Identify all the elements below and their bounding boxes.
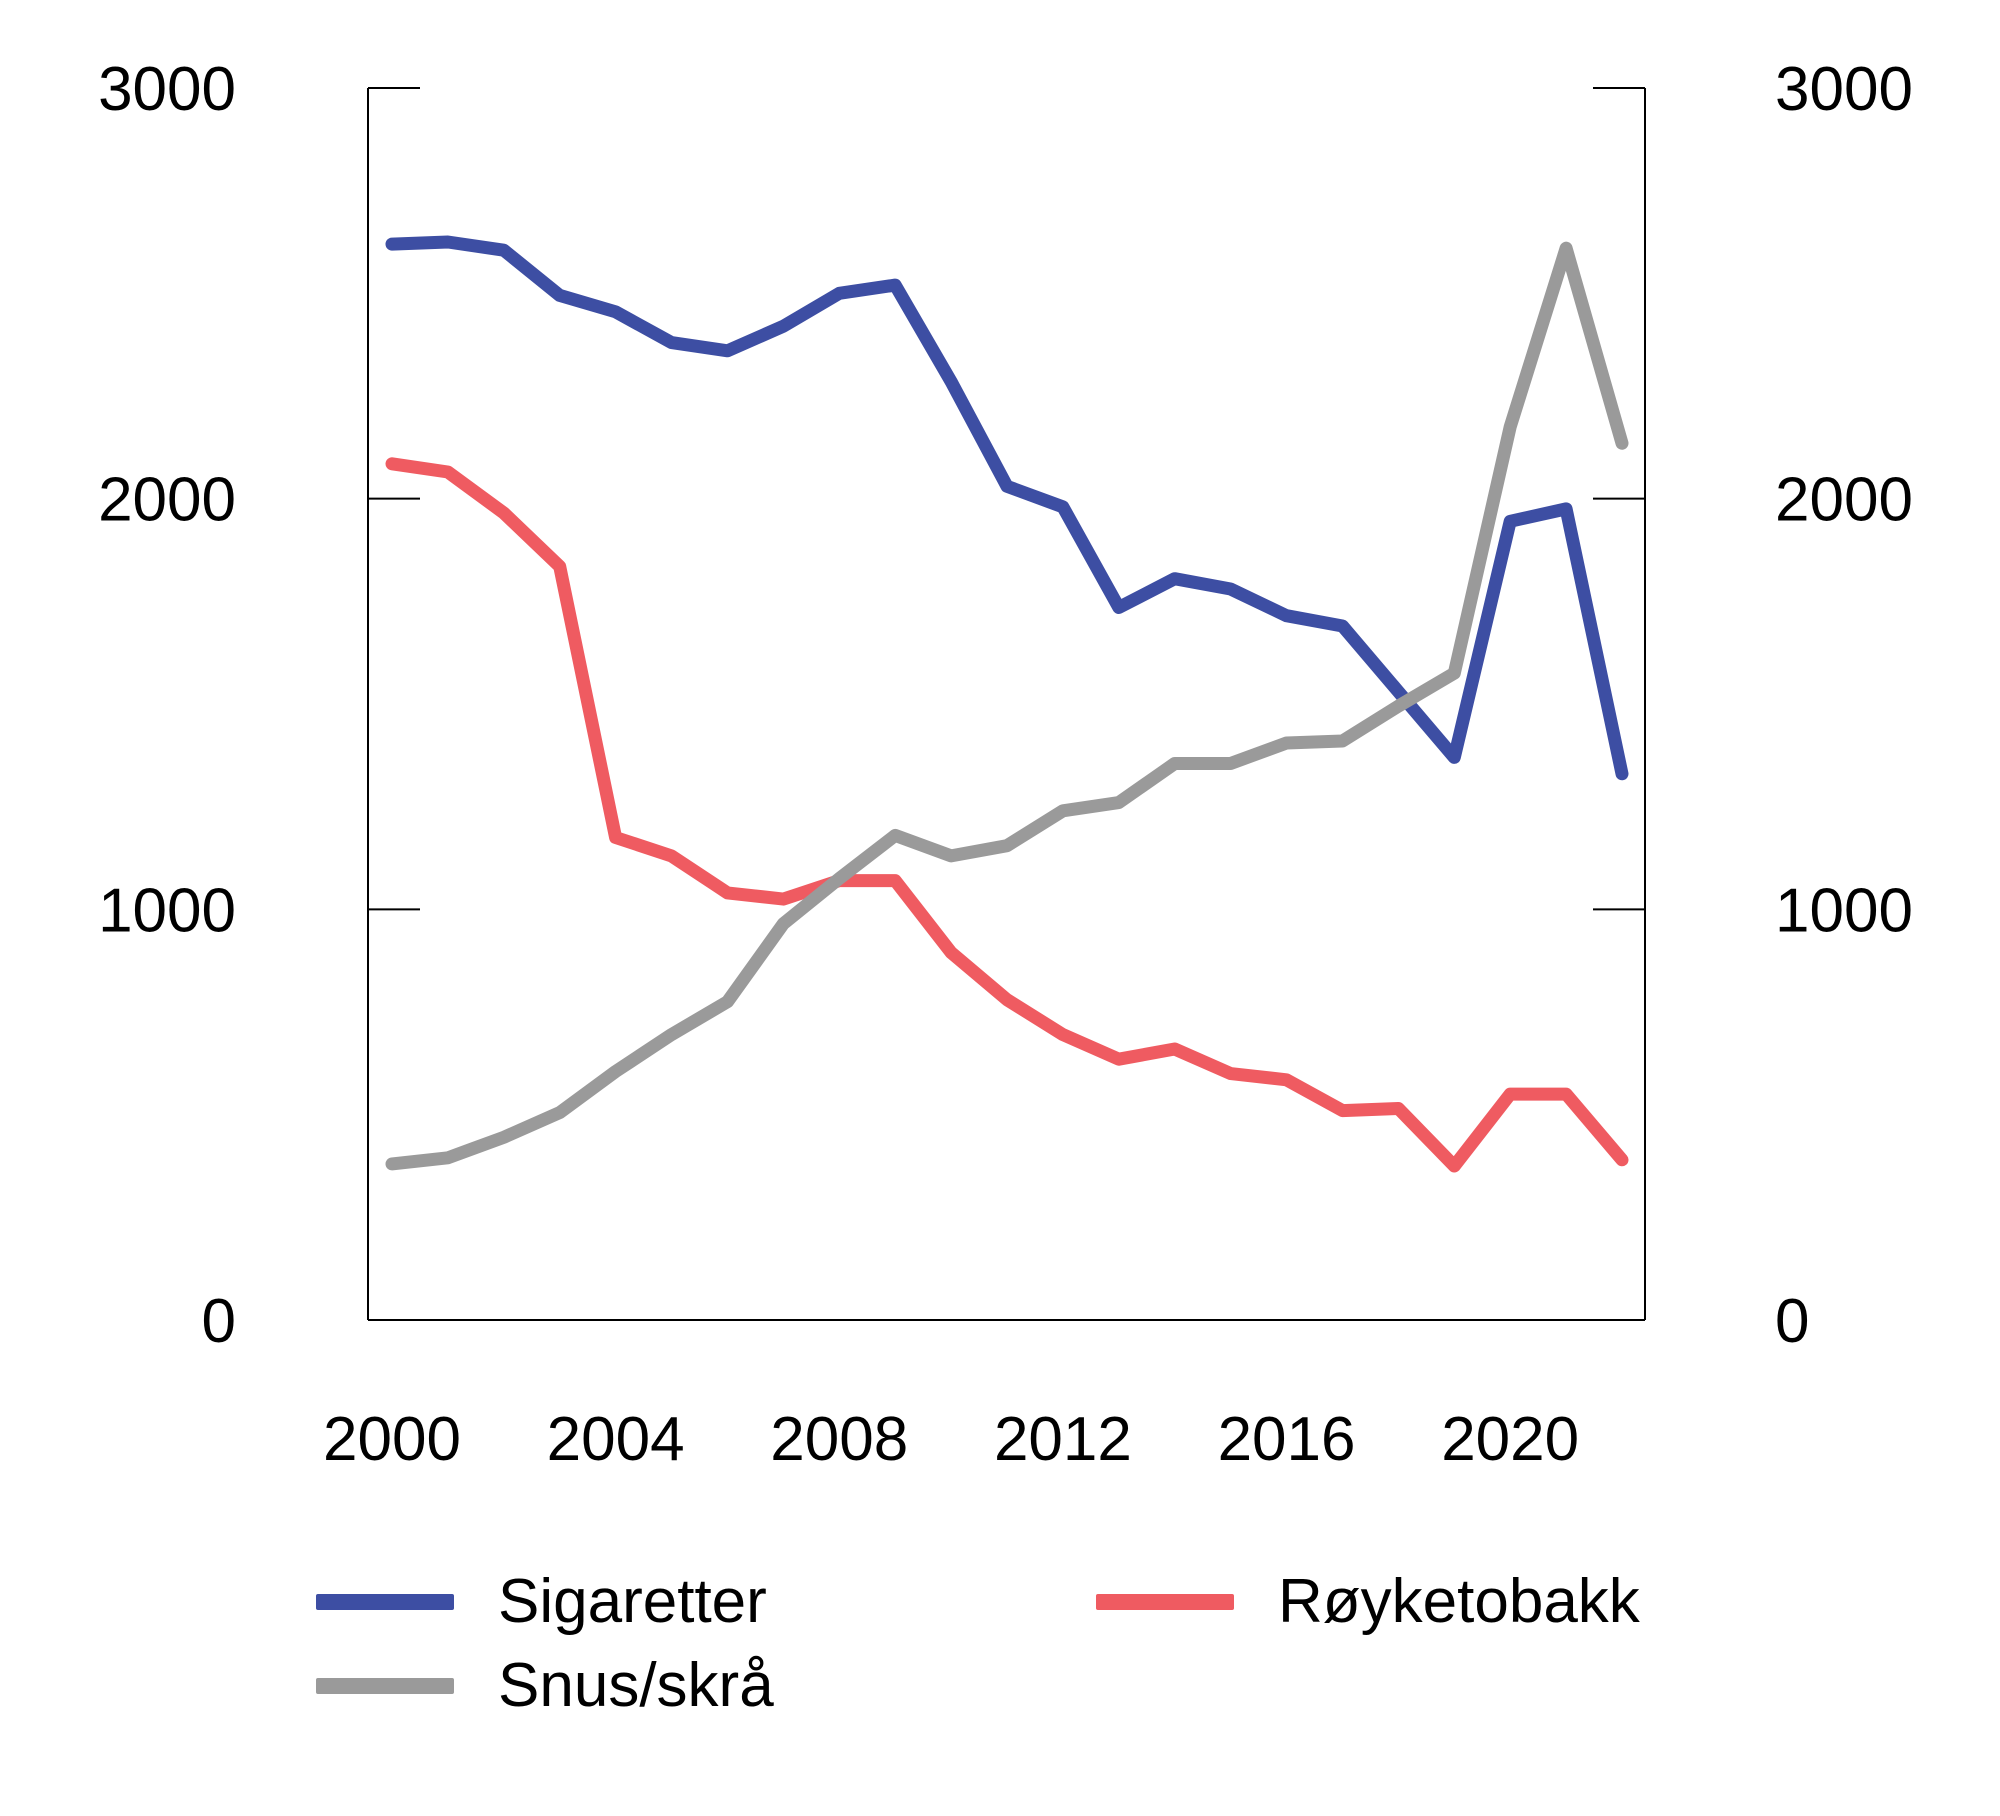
- right-y-tick-label: 2000: [1775, 466, 1913, 535]
- x-ticks: 2000 2004 2008 2012 2016 2020: [323, 1405, 1579, 1474]
- right-y-tick-label: 1000: [1775, 876, 1913, 945]
- x-tick-label: 2016: [1218, 1405, 1356, 1474]
- left-y-tick-label: 0: [202, 1287, 236, 1356]
- right-y-tick-label: 0: [1775, 1287, 1809, 1356]
- right-y-tick-label: 3000: [1775, 55, 1913, 124]
- series-line-1: [385, 457, 1629, 1173]
- x-tick-label: 2012: [994, 1405, 1132, 1474]
- x-tick-label: 2020: [1441, 1405, 1579, 1474]
- right-y-ticks: 0 1000 2000 3000: [1593, 55, 1913, 1356]
- x-tick-label: 2000: [323, 1405, 461, 1474]
- axes: [367, 88, 1646, 1321]
- series-line-0: [385, 235, 1629, 781]
- left-y-tick-label: 1000: [98, 876, 236, 945]
- series-line-2: [385, 241, 1629, 1171]
- left-y-tick-label: 2000: [98, 466, 236, 535]
- x-tick-label: 2004: [547, 1405, 685, 1474]
- left-y-ticks: 0 1000 2000 3000: [98, 55, 420, 1356]
- left-y-tick-label: 3000: [98, 55, 236, 124]
- series-lines: [385, 235, 1629, 1173]
- x-tick-label: 2008: [770, 1405, 908, 1474]
